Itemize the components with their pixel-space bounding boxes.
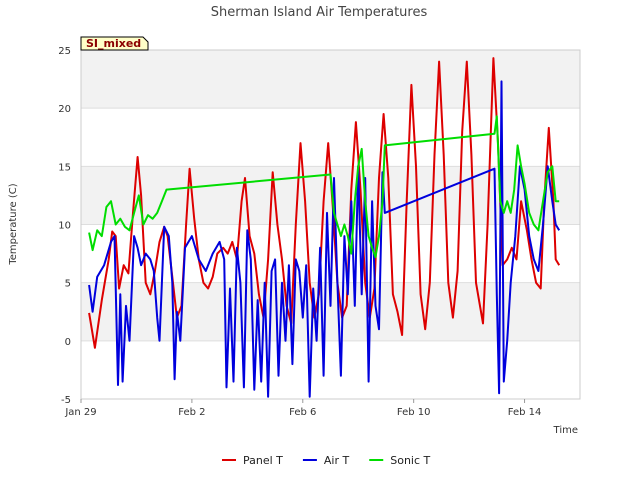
x-tick-label: Feb 2 [178,407,205,418]
y-tick-label: -5 [61,395,71,406]
y-tick-label: 25 [58,46,71,57]
station-badge-label: SI_mixed [86,37,141,50]
x-tick-label: Feb 10 [397,407,431,418]
y-tick-label: 10 [58,221,71,232]
legend-label-sonic-t: Sonic T [390,454,430,467]
series-line-sonic-t [88,115,560,259]
grid-band [81,50,580,109]
x-axis-label: Time [553,425,578,436]
station-badge-box [80,36,149,51]
series-line-air-t [88,80,561,398]
series-line-panel-t [88,57,561,349]
y-tick-label: 0 [65,337,71,348]
y-axis-label: Temperature (C) [8,183,19,265]
x-tick-label: Jan 29 [64,407,96,418]
legend-label-air-t: Air T [324,454,350,467]
y-tick-label: 20 [58,104,71,115]
x-tick-label: Feb 6 [289,407,316,418]
y-tick-label: 15 [58,162,71,173]
legend-label-panel-t: Panel T [243,454,283,467]
x-tick-label: Feb 14 [508,407,542,418]
legend: Panel T Air T Sonic T [222,454,431,467]
series-lines [88,57,561,398]
x-axis-ticks: Jan 29 Feb 2 Feb 6 Feb 10 Feb 14 [64,399,541,418]
chart-title: Sherman Island Air Temperatures [211,5,428,20]
plot-background [80,49,581,400]
plot-frame [80,49,581,400]
y-tick-label: 5 [65,279,71,290]
y-axis-ticks: -5 0 5 10 15 20 25 [58,46,71,406]
station-badge: SI_mixed [80,36,149,51]
